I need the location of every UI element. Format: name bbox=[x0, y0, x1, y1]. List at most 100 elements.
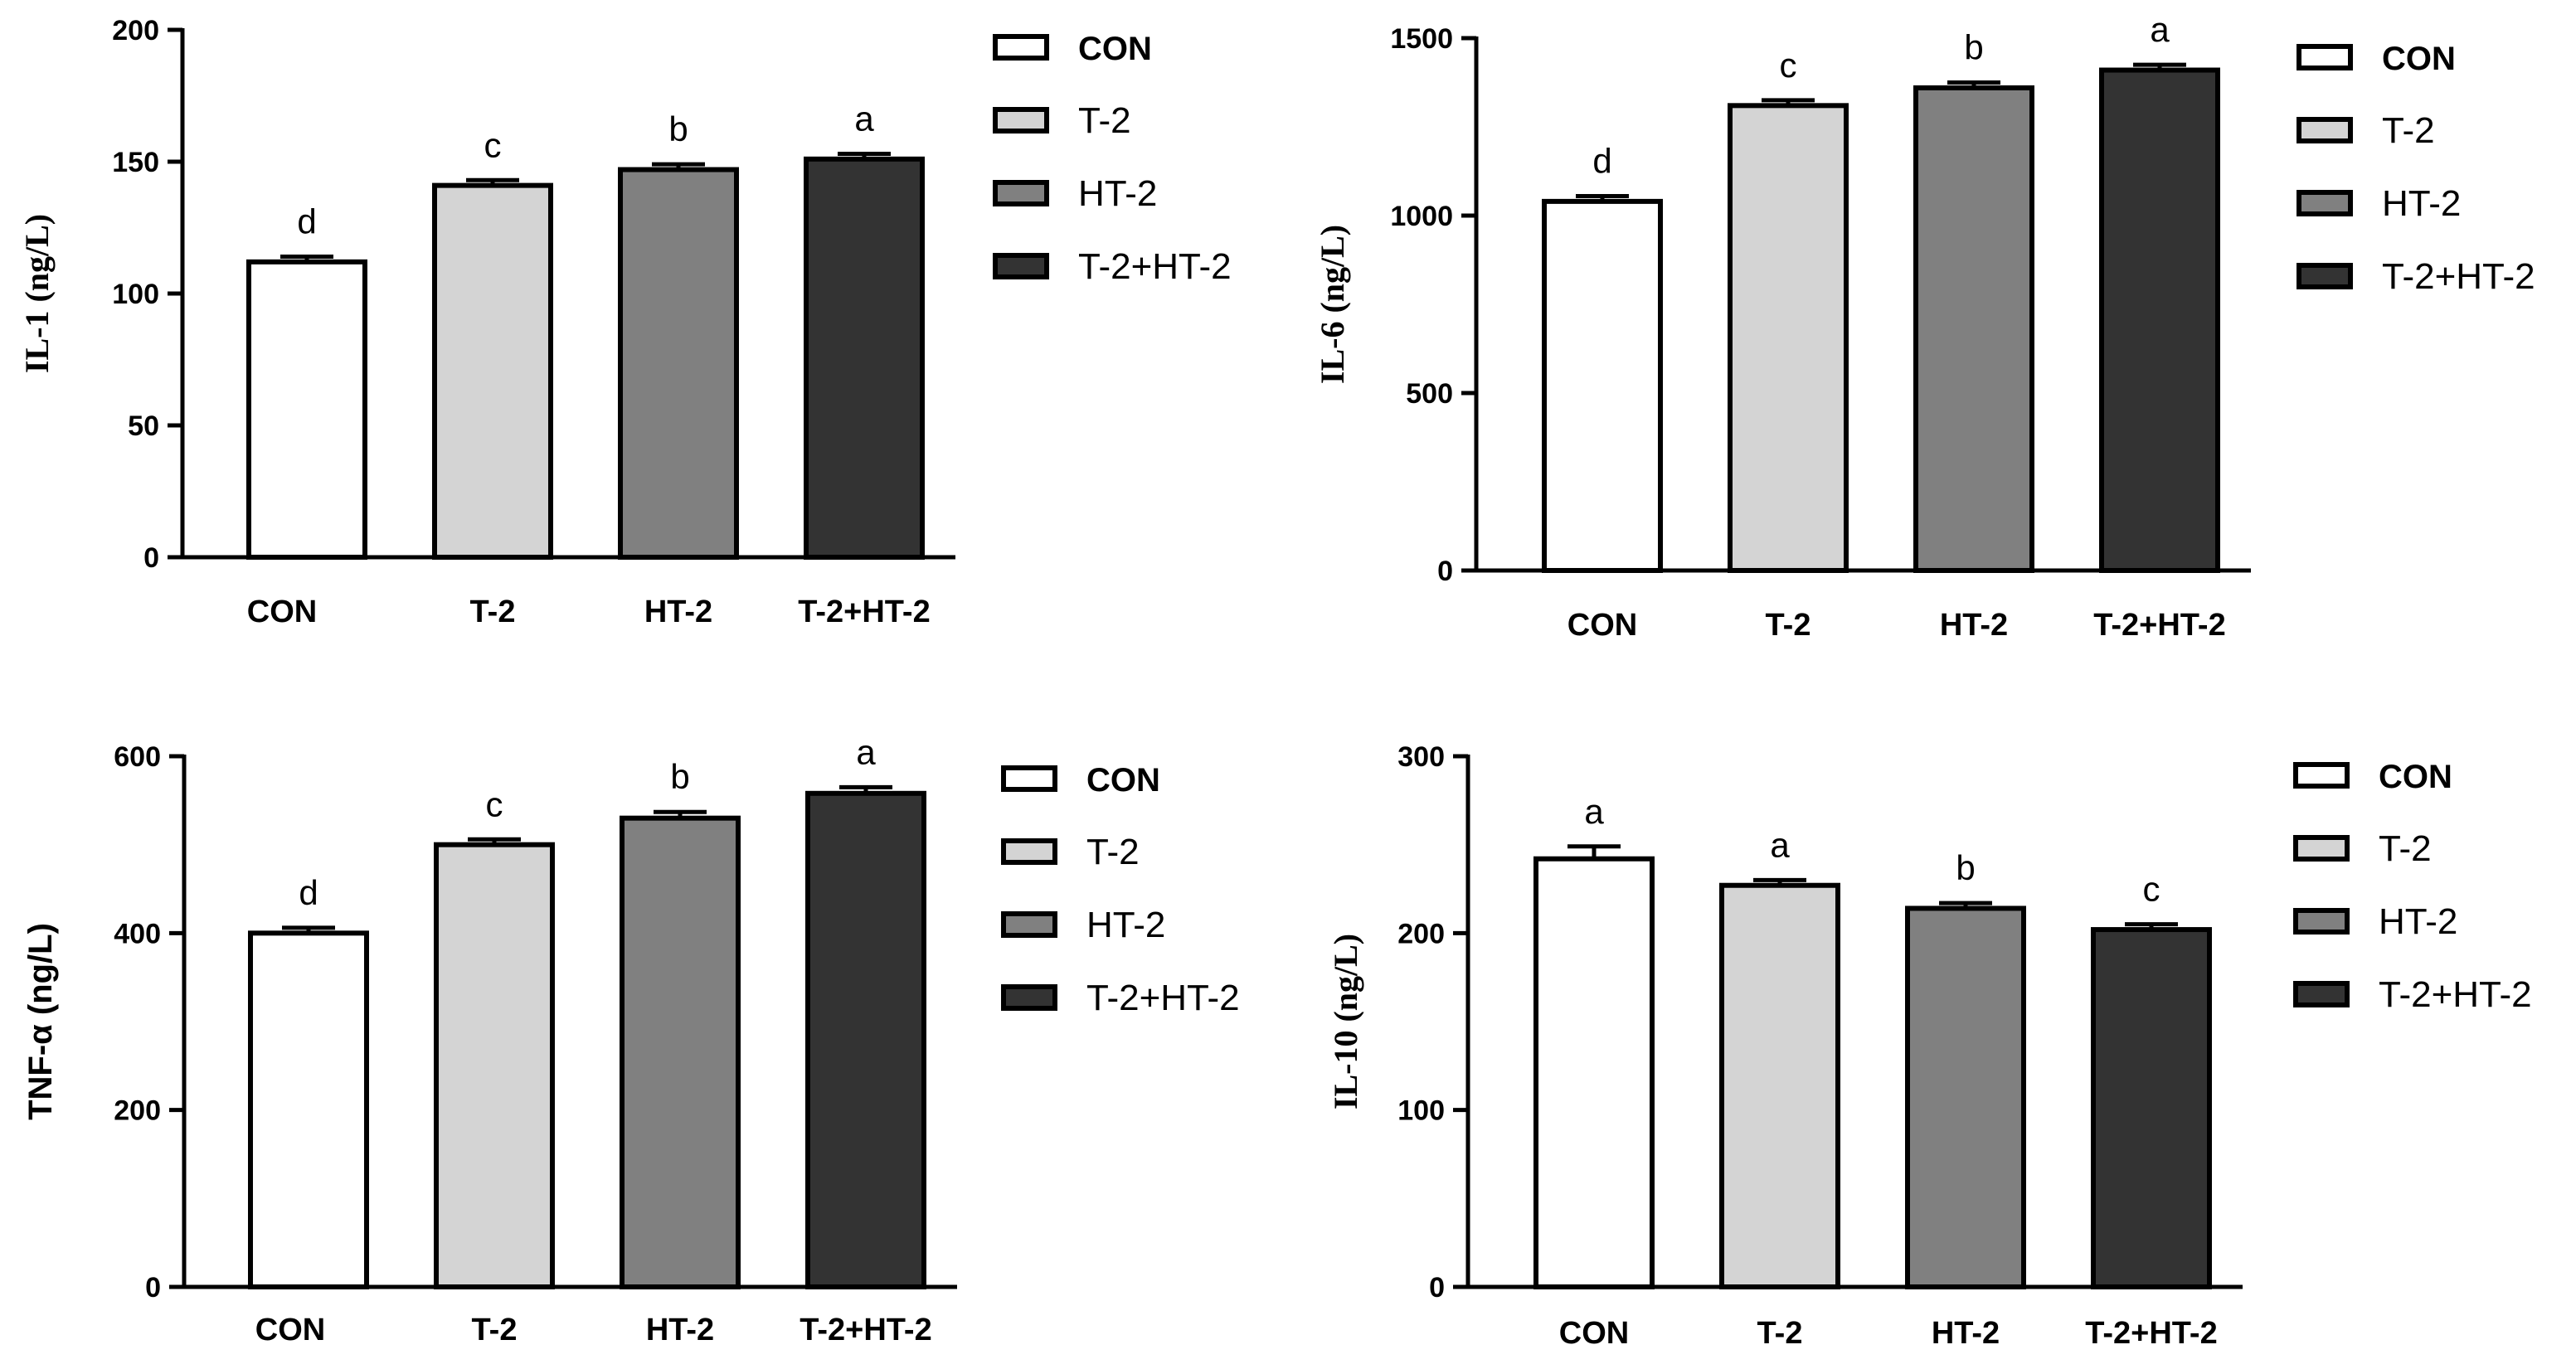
legend-label: T-2+HT-2 bbox=[1078, 246, 1232, 287]
legend-label: CON bbox=[1078, 31, 1152, 67]
legend-swatch bbox=[993, 180, 1049, 206]
y-tick-label: 200 bbox=[114, 1095, 161, 1127]
y-tick-label: 400 bbox=[114, 918, 161, 949]
significance-letter: b bbox=[1964, 28, 1983, 67]
x-tick-label: T-2+HT-2 bbox=[2085, 1316, 2217, 1351]
bar-t-2 bbox=[434, 842, 555, 1289]
legend-label: T-2 bbox=[2379, 828, 2432, 869]
legend-label: HT-2 bbox=[1078, 173, 1157, 214]
y-axis-label: IL-10 (ng/L) bbox=[1327, 934, 1364, 1109]
y-tick-label: 500 bbox=[1406, 378, 1453, 410]
legend-label: T-2+HT-2 bbox=[1086, 978, 1240, 1018]
legend-swatch bbox=[2293, 762, 2350, 789]
significance-letter: d bbox=[297, 201, 316, 240]
legend-swatch bbox=[993, 34, 1049, 61]
legend-swatch bbox=[2297, 190, 2353, 216]
legend-swatch bbox=[2297, 263, 2353, 289]
bar-ht-2 bbox=[618, 167, 739, 560]
legend-label: HT-2 bbox=[2382, 183, 2461, 224]
legend-swatch bbox=[993, 253, 1049, 279]
y-tick-label: 50 bbox=[128, 410, 159, 442]
bar-t-2-ht-2 bbox=[2099, 67, 2220, 573]
bar-con bbox=[246, 259, 367, 560]
y-axis-label: TNF-α (ng/L) bbox=[22, 923, 59, 1120]
legend-label: HT-2 bbox=[1086, 905, 1165, 945]
significance-letter: d bbox=[1592, 141, 1611, 180]
x-tick-label: CON bbox=[1559, 1316, 1629, 1351]
x-tick-label: T-2 bbox=[472, 1313, 518, 1347]
x-tick-label: T-2+HT-2 bbox=[2093, 608, 2225, 643]
bar-con bbox=[1542, 198, 1663, 573]
significance-letter: b bbox=[670, 757, 689, 796]
bar-con bbox=[248, 930, 369, 1290]
bar-con bbox=[1533, 856, 1655, 1289]
legend-swatch bbox=[2293, 981, 2350, 1007]
legend-swatch bbox=[2297, 117, 2353, 143]
bar-t-2 bbox=[1728, 103, 1849, 573]
panel-tnfa: 0 200 400 600 TNF-α (ng/L) d CON c T-2 b HT-2 a T-2+… bbox=[22, 732, 1240, 1347]
significance-letter: a bbox=[856, 732, 876, 771]
legend-label: T-2+HT-2 bbox=[2382, 256, 2535, 297]
bar-ht-2 bbox=[1905, 905, 2026, 1289]
y-tick-label: 200 bbox=[1397, 918, 1445, 949]
significance-letter: c bbox=[2143, 870, 2160, 909]
y-tick-label: 1000 bbox=[1390, 201, 1453, 232]
legend-label: T-2 bbox=[1086, 832, 1140, 872]
y-tick-label: 1500 bbox=[1390, 23, 1453, 55]
legend-label: T-2 bbox=[2382, 110, 2435, 151]
legend-swatch bbox=[1001, 838, 1057, 865]
legend-label: HT-2 bbox=[2379, 901, 2457, 942]
bar-t-2-ht-2 bbox=[2091, 927, 2212, 1289]
x-tick-label: T-2 bbox=[470, 595, 516, 629]
significance-letter: a bbox=[1584, 792, 1604, 831]
legend-swatch bbox=[1001, 984, 1057, 1011]
significance-letter: a bbox=[1770, 825, 1790, 864]
y-axis-label: IL-1 (ng/L) bbox=[18, 214, 56, 373]
significance-letter: c bbox=[1780, 46, 1797, 85]
bar-t-2 bbox=[1719, 882, 1840, 1289]
y-tick-label: 600 bbox=[114, 741, 161, 773]
legend-label: CON bbox=[1086, 762, 1160, 799]
x-tick-label: T-2+HT-2 bbox=[798, 595, 930, 629]
legend-swatch bbox=[2297, 44, 2353, 70]
x-tick-label: CON bbox=[255, 1313, 325, 1347]
legend-swatch bbox=[1001, 911, 1057, 938]
x-tick-label: T-2 bbox=[1766, 608, 1811, 643]
bar-t-2 bbox=[432, 182, 553, 560]
y-tick-label: 100 bbox=[1397, 1095, 1445, 1127]
y-tick-label: 0 bbox=[145, 1272, 161, 1303]
legend-swatch bbox=[2293, 835, 2350, 862]
y-axis-label: IL-6 (ng/L) bbox=[1314, 225, 1351, 384]
panel-il6: 0 500 1000 1500 IL-6 (ng/L) d CON c T-2 b HT-2 a T-2… bbox=[1314, 10, 2535, 643]
y-tick-label: 300 bbox=[1397, 741, 1445, 773]
significance-letter: d bbox=[299, 873, 318, 912]
significance-letter: b bbox=[668, 109, 688, 148]
significance-letter: a bbox=[2150, 10, 2170, 49]
y-tick-label: 200 bbox=[112, 15, 159, 46]
y-tick-label: 0 bbox=[1429, 1272, 1445, 1303]
significance-letter: b bbox=[1956, 848, 1975, 887]
significance-letter: c bbox=[486, 784, 503, 823]
bar-t-2-ht-2 bbox=[805, 790, 926, 1289]
bar-ht-2 bbox=[1913, 85, 2034, 574]
x-tick-label: HT-2 bbox=[1932, 1316, 2000, 1351]
significance-letter: a bbox=[854, 99, 874, 138]
legend-label: CON bbox=[2382, 41, 2456, 77]
x-tick-label: HT-2 bbox=[644, 595, 712, 629]
x-tick-label: CON bbox=[247, 595, 317, 629]
legend-swatch bbox=[993, 107, 1049, 134]
legend-label: CON bbox=[2379, 759, 2452, 795]
y-tick-label: 100 bbox=[112, 279, 159, 310]
panel-il10: 0 100 200 300 IL-10 (ng/L) a CON a T-2 b HT-2 c T-2+… bbox=[1327, 741, 2532, 1351]
panel-il1: 0 50 100 150 200 IL-1 (ng/L) d CON c T-2 b HT-2 a T-2… bbox=[18, 15, 1232, 629]
legend-label: T-2+HT-2 bbox=[2379, 974, 2532, 1015]
legend-label: T-2 bbox=[1078, 100, 1131, 141]
y-tick-label: 0 bbox=[143, 542, 159, 574]
x-tick-label: T-2+HT-2 bbox=[800, 1313, 931, 1347]
legend-swatch bbox=[2293, 908, 2350, 935]
bar-ht-2 bbox=[620, 815, 741, 1289]
legend-swatch bbox=[1001, 765, 1057, 792]
x-tick-label: HT-2 bbox=[1940, 608, 2008, 643]
bar-t-2-ht-2 bbox=[804, 156, 925, 560]
